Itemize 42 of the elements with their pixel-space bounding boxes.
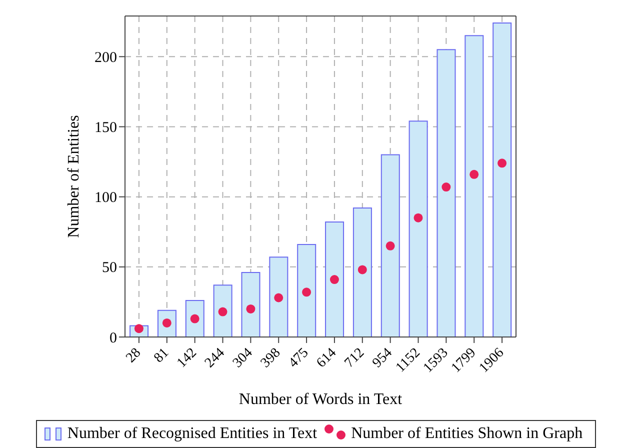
- x-tick-label: 244: [202, 346, 228, 371]
- x-tick-label: 28: [124, 346, 144, 366]
- bar: [269, 256, 288, 337]
- y-tick-label: 50: [102, 260, 117, 276]
- y-tick-label: 0: [110, 330, 117, 346]
- x-tick-label: 475: [286, 346, 312, 371]
- bar: [241, 272, 260, 337]
- point: [498, 158, 507, 168]
- x-tick-label: 304: [230, 346, 256, 371]
- x-tick-label: 712: [342, 346, 368, 371]
- x-tick-label: 81: [151, 346, 172, 366]
- x-axis-title: Number of Words in Text: [238, 391, 403, 408]
- bar: [352, 208, 372, 337]
- point: [274, 293, 284, 302]
- y-axis-title: Number of Entities: [66, 115, 83, 238]
- bar: [297, 244, 316, 337]
- bar: [492, 22, 512, 337]
- legend-label: Number of Recognised Entities in Text: [67, 425, 318, 443]
- bar: [408, 120, 428, 337]
- y-tick-label: 100: [94, 190, 117, 206]
- bar: [464, 35, 484, 337]
- x-tick-label: 398: [258, 346, 284, 371]
- legend-label: Number of Entities Shown in Graph: [351, 425, 583, 443]
- bar: [213, 284, 232, 337]
- bar: [380, 154, 400, 337]
- point: [358, 265, 367, 274]
- bar: [185, 300, 204, 337]
- x-tick-label: 614: [314, 346, 340, 371]
- x-tick-label: 142: [174, 346, 200, 371]
- point: [442, 182, 451, 192]
- bar: [436, 49, 456, 337]
- point: [302, 288, 312, 297]
- point: [330, 275, 339, 284]
- y-tick-label: 150: [94, 120, 117, 136]
- point: [414, 213, 423, 222]
- point: [218, 307, 228, 316]
- point: [470, 170, 479, 179]
- x-tick-label: 954: [370, 346, 396, 371]
- point: [386, 241, 395, 250]
- y-tick-label: 200: [94, 50, 117, 66]
- point: [246, 304, 256, 314]
- bar: [325, 222, 344, 337]
